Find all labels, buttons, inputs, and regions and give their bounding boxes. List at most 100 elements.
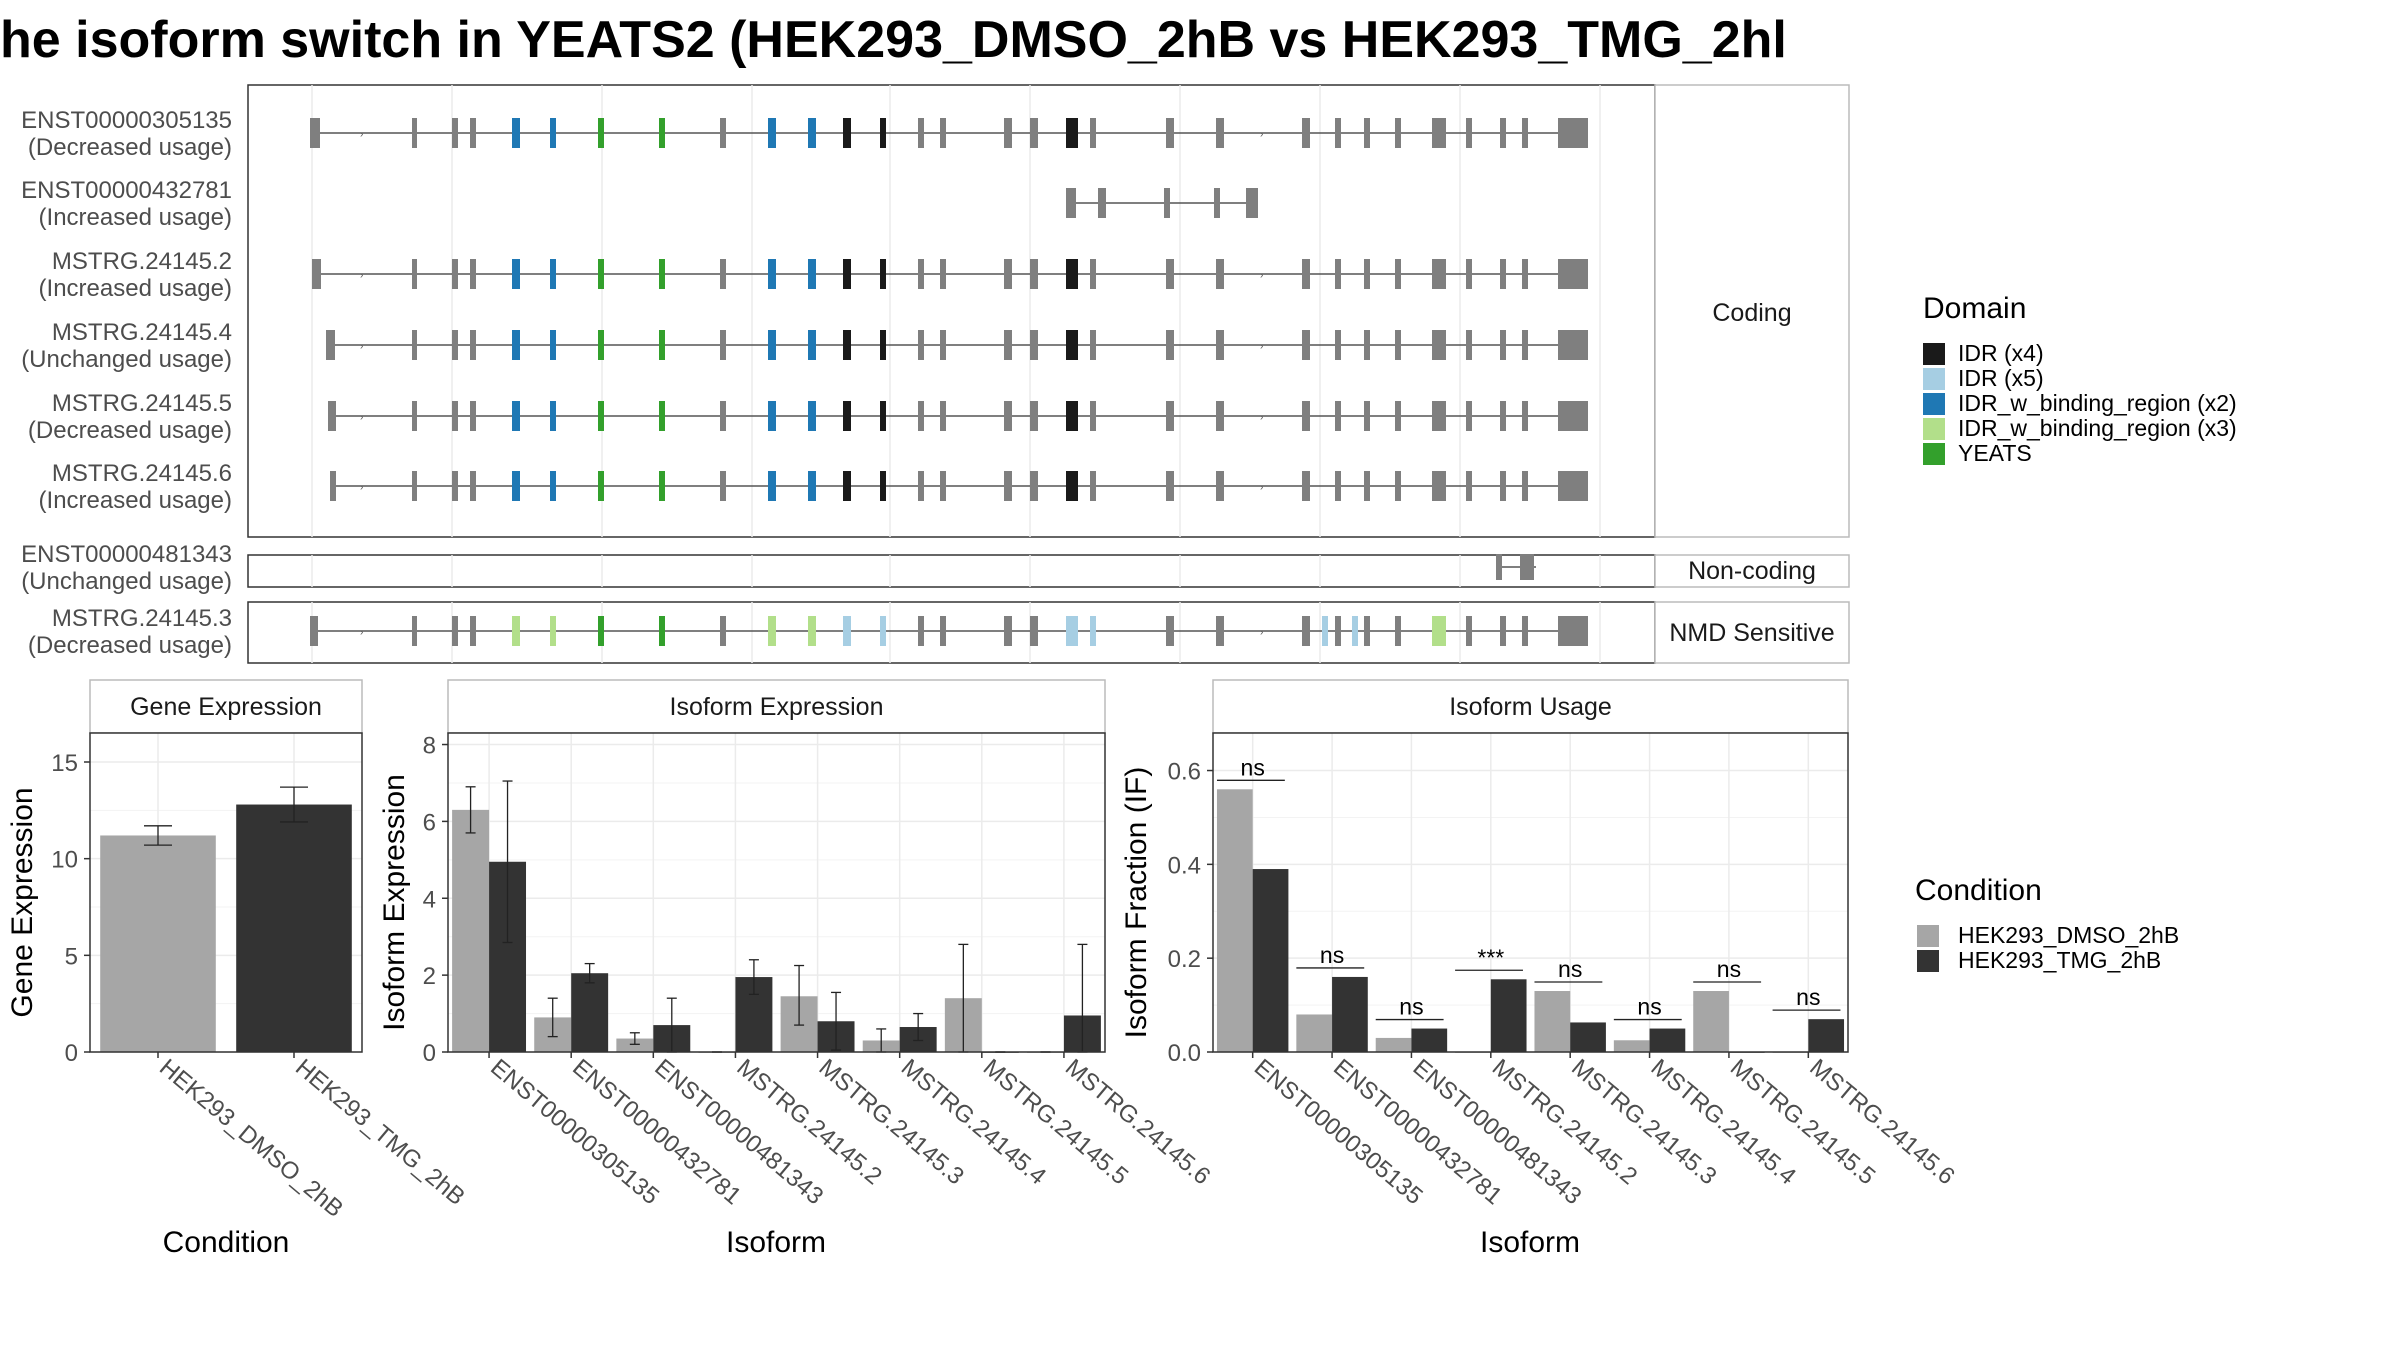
exon	[1030, 118, 1038, 148]
domain-exon	[550, 330, 556, 360]
svg-text:›: ›	[1260, 129, 1263, 140]
y-tick-label: 0.4	[1168, 852, 1201, 879]
transcript-usage: (Unchanged usage)	[21, 568, 232, 595]
domain-exon	[808, 401, 816, 431]
exon	[1004, 259, 1012, 289]
strip-label: Non-coding	[1688, 557, 1816, 585]
exon	[1364, 330, 1370, 360]
transcript-usage: (Increased usage)	[39, 487, 232, 514]
exon	[1500, 118, 1506, 148]
exon	[1302, 616, 1310, 646]
exon	[1066, 188, 1076, 218]
domain-exon	[512, 259, 520, 289]
exon	[412, 330, 417, 360]
exon	[1496, 554, 1502, 580]
bar	[1534, 991, 1571, 1052]
legend-label: IDR_w_binding_region (x2)	[1958, 390, 2237, 416]
exon	[1335, 118, 1341, 148]
legend-swatch	[1923, 343, 1945, 365]
svg-text:›: ›	[360, 627, 363, 638]
exon	[1466, 616, 1472, 646]
exon	[470, 471, 476, 501]
exon	[1522, 616, 1528, 646]
exon	[1030, 471, 1038, 501]
exon	[1364, 118, 1370, 148]
legend-swatch	[1923, 393, 1945, 415]
exon	[452, 118, 458, 148]
transcript-id: MSTRG.24145.5	[52, 390, 232, 417]
bar	[1332, 976, 1368, 1052]
exon	[720, 118, 726, 148]
exon	[1364, 471, 1370, 501]
exon	[1216, 118, 1224, 148]
legend-swatch	[1923, 418, 1945, 440]
exon	[1030, 259, 1038, 289]
transcript-usage: (Unchanged usage)	[21, 346, 232, 373]
significance-label: ns	[1637, 994, 1661, 1020]
transcript-usage: (Increased usage)	[39, 204, 232, 231]
transcript-usage: (Decreased usage)	[28, 134, 232, 161]
exon	[720, 259, 726, 289]
transcript-id: MSTRG.24145.4	[52, 319, 232, 346]
y-tick-label: 2	[423, 963, 436, 990]
domain-exon	[659, 401, 665, 431]
domain-exon	[880, 616, 886, 646]
transcript-usage: (Decreased usage)	[28, 417, 232, 444]
domain-exon	[1066, 401, 1078, 431]
y-tick-label: 10	[51, 847, 78, 874]
exon	[1500, 330, 1506, 360]
exon	[1335, 330, 1341, 360]
domain-exon	[880, 401, 886, 431]
y-tick-label: 0.0	[1168, 1040, 1201, 1067]
y-tick-label: 0.2	[1168, 946, 1201, 973]
exon	[1432, 471, 1446, 501]
domain-exon	[512, 118, 520, 148]
exon	[918, 471, 924, 501]
svg-text:›: ›	[1260, 270, 1263, 281]
bar	[1252, 869, 1289, 1052]
domain-exon	[1090, 616, 1096, 646]
svg-text:›: ›	[360, 129, 363, 140]
domain-exon	[843, 118, 851, 148]
exon	[1466, 330, 1472, 360]
svg-text:›: ›	[1260, 627, 1263, 638]
exon	[1090, 118, 1096, 148]
y-tick-label: 0	[65, 1040, 78, 1067]
transcript-model: › ›	[326, 330, 1588, 360]
exon	[470, 118, 476, 148]
domain-exon	[768, 330, 776, 360]
exon	[1558, 118, 1588, 148]
y-tick-label: 8	[423, 733, 436, 760]
domain-exon	[1432, 616, 1446, 646]
exon	[412, 401, 417, 431]
significance-label: ns	[1241, 754, 1265, 780]
exon	[1335, 259, 1341, 289]
exon	[1364, 401, 1370, 431]
exon	[1522, 118, 1528, 148]
bar	[1649, 1028, 1686, 1052]
exon	[1335, 616, 1341, 646]
transcript-model	[1496, 554, 1536, 580]
exon	[1558, 259, 1588, 289]
bar	[1490, 979, 1527, 1052]
exon	[326, 330, 335, 360]
svg-text:›: ›	[360, 341, 363, 352]
x-tick-label: MSTRG.24145.3	[814, 1054, 969, 1190]
exon	[1030, 401, 1038, 431]
exon	[1500, 616, 1506, 646]
transcript-id: ENST00000432781	[21, 177, 232, 204]
domain-exon	[512, 471, 520, 501]
strip-label: NMD Sensitive	[1669, 619, 1834, 647]
exon	[1214, 188, 1220, 218]
exon	[1520, 554, 1534, 580]
exon	[1090, 401, 1096, 431]
legend-title: Domain	[1923, 292, 2026, 325]
domain-exon	[1322, 616, 1328, 646]
bar	[1570, 1022, 1606, 1052]
bar	[452, 809, 490, 1052]
exon	[720, 401, 726, 431]
exon	[1030, 616, 1038, 646]
legend-label: IDR_w_binding_region (x3)	[1958, 415, 2237, 441]
domain-exon	[598, 259, 604, 289]
domain-exon	[550, 118, 556, 148]
